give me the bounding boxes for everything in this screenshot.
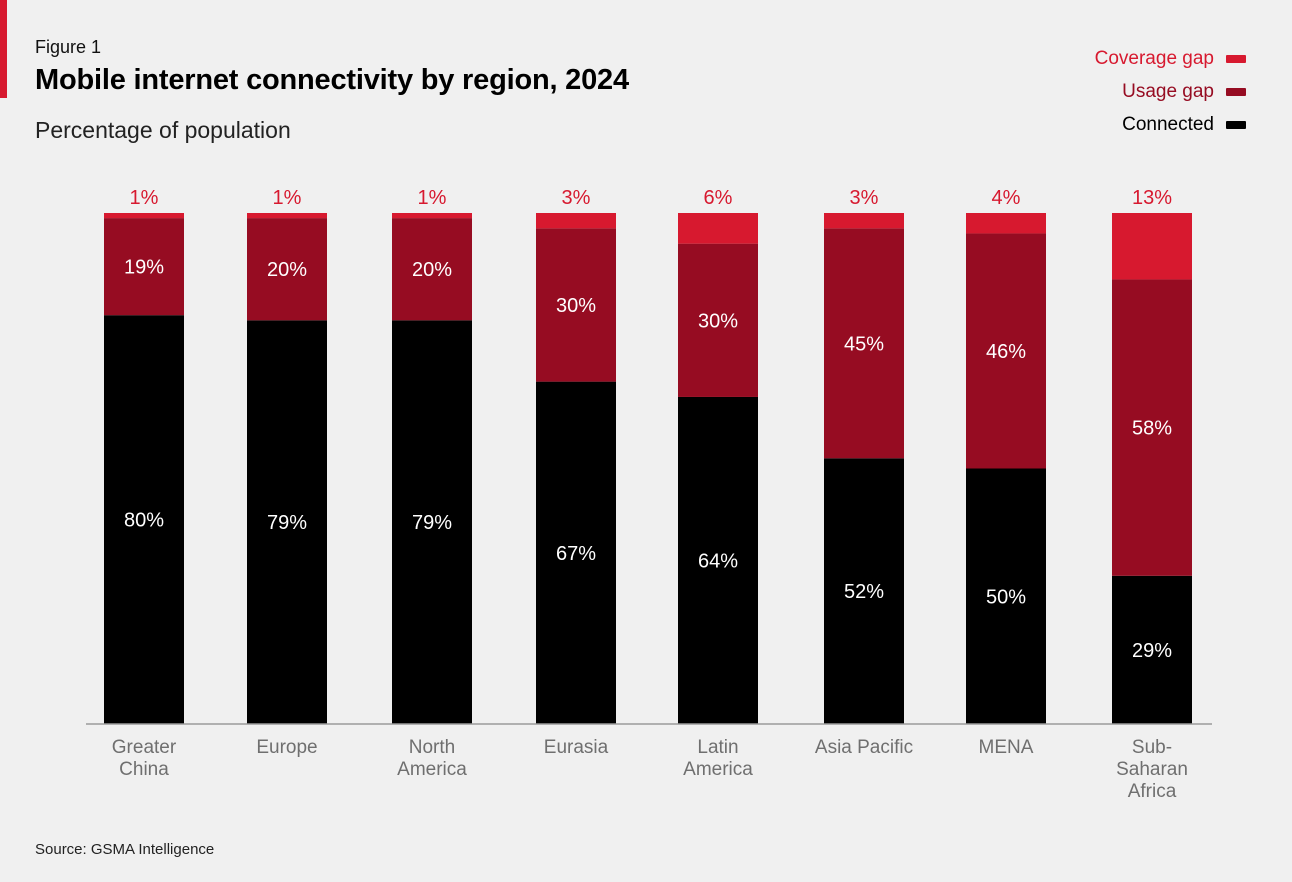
bar-usage-gap-greater-china xyxy=(104,218,184,316)
data-label-usage-gap-north-america: 20% xyxy=(412,259,452,281)
bar-usage-gap-mena xyxy=(966,233,1046,469)
legend-item-usage-gap: Usage gap xyxy=(1095,75,1246,108)
data-label-coverage-gap-eurasia: 3% xyxy=(562,187,591,209)
data-label-connected-mena: 50% xyxy=(986,586,1026,608)
bar-coverage-gap-eurasia xyxy=(536,213,616,229)
data-label-usage-gap-greater-china: 19% xyxy=(124,257,164,279)
bar-usage-gap-north-america xyxy=(392,218,472,321)
chart-title: Mobile internet connectivity by region, … xyxy=(35,64,629,96)
bar-coverage-gap-europe xyxy=(247,213,327,219)
data-label-connected-greater-china: 80% xyxy=(124,510,164,532)
bar-coverage-gap-sub-saharan-africa xyxy=(1112,213,1192,280)
data-label-usage-gap-europe: 20% xyxy=(267,259,307,281)
data-label-coverage-gap-europe: 1% xyxy=(273,187,302,209)
data-label-coverage-gap-greater-china: 1% xyxy=(130,187,159,209)
data-label-coverage-gap-sub-saharan-africa: 13% xyxy=(1132,187,1172,209)
bar-connected-latin-america xyxy=(678,396,758,724)
bar-usage-gap-europe xyxy=(247,218,327,321)
data-label-usage-gap-mena: 46% xyxy=(986,341,1026,363)
legend-label-connected: Connected xyxy=(1122,113,1214,135)
category-label-latin-america: Latin America xyxy=(683,737,753,780)
bar-coverage-gap-asia-pacific xyxy=(824,213,904,229)
legend-label-coverage-gap: Coverage gap xyxy=(1094,47,1214,69)
bar-usage-gap-eurasia xyxy=(536,228,616,382)
data-label-usage-gap-latin-america: 30% xyxy=(698,310,738,332)
data-label-connected-eurasia: 67% xyxy=(556,543,596,565)
accent-bar xyxy=(0,0,7,98)
data-label-connected-latin-america: 64% xyxy=(698,550,738,572)
bar-connected-asia-pacific xyxy=(824,458,904,724)
data-label-connected-sub-saharan-africa: 29% xyxy=(1132,640,1172,662)
chart-subtitle: Percentage of population xyxy=(35,117,291,143)
bar-connected-north-america xyxy=(392,320,472,724)
category-label-sub-saharan-africa: Sub-Saharan Africa xyxy=(1116,737,1188,802)
bar-connected-sub-saharan-africa xyxy=(1112,575,1192,724)
category-label-eurasia: Eurasia xyxy=(544,737,609,758)
data-label-coverage-gap-latin-america: 6% xyxy=(704,187,733,209)
category-label-greater-china: Greater China xyxy=(112,737,177,780)
legend-swatch-connected xyxy=(1226,120,1246,129)
legend: Coverage gap Usage gap Connected xyxy=(1095,42,1246,141)
category-label-europe: Europe xyxy=(256,737,317,758)
bar-usage-gap-asia-pacific xyxy=(824,228,904,459)
bar-connected-greater-china xyxy=(104,315,184,724)
data-label-connected-europe: 79% xyxy=(267,512,307,534)
legend-item-coverage-gap: Coverage gap xyxy=(1095,42,1246,75)
source-note: Source: GSMA Intelligence xyxy=(35,841,215,858)
bar-coverage-gap-latin-america xyxy=(678,213,758,244)
data-label-usage-gap-asia-pacific: 45% xyxy=(844,333,884,355)
bar-usage-gap-latin-america xyxy=(678,243,758,397)
legend-swatch-coverage-gap xyxy=(1226,54,1246,63)
figure-label: Figure 1 xyxy=(35,37,102,57)
data-label-usage-gap-eurasia: 30% xyxy=(556,295,596,317)
category-label-mena: MENA xyxy=(979,737,1034,758)
bar-connected-europe xyxy=(247,320,327,724)
bar-coverage-gap-mena xyxy=(966,213,1046,234)
category-label-north-america: North America xyxy=(397,737,467,780)
data-label-connected-north-america: 79% xyxy=(412,512,452,534)
bar-coverage-gap-north-america xyxy=(392,213,472,219)
bar-connected-eurasia xyxy=(536,381,616,724)
data-label-connected-asia-pacific: 52% xyxy=(844,581,884,603)
legend-swatch-usage-gap xyxy=(1226,87,1246,96)
data-label-usage-gap-sub-saharan-africa: 58% xyxy=(1132,418,1172,440)
data-label-coverage-gap-mena: 4% xyxy=(992,187,1021,209)
legend-label-usage-gap: Usage gap xyxy=(1122,80,1214,102)
data-label-coverage-gap-north-america: 1% xyxy=(418,187,447,209)
category-label-asia-pacific: Asia Pacific xyxy=(815,737,913,758)
bar-coverage-gap-greater-china xyxy=(104,213,184,219)
bar-connected-mena xyxy=(966,468,1046,724)
bar-usage-gap-sub-saharan-africa xyxy=(1112,279,1192,576)
legend-item-connected: Connected xyxy=(1095,108,1246,141)
data-label-coverage-gap-asia-pacific: 3% xyxy=(850,187,879,209)
